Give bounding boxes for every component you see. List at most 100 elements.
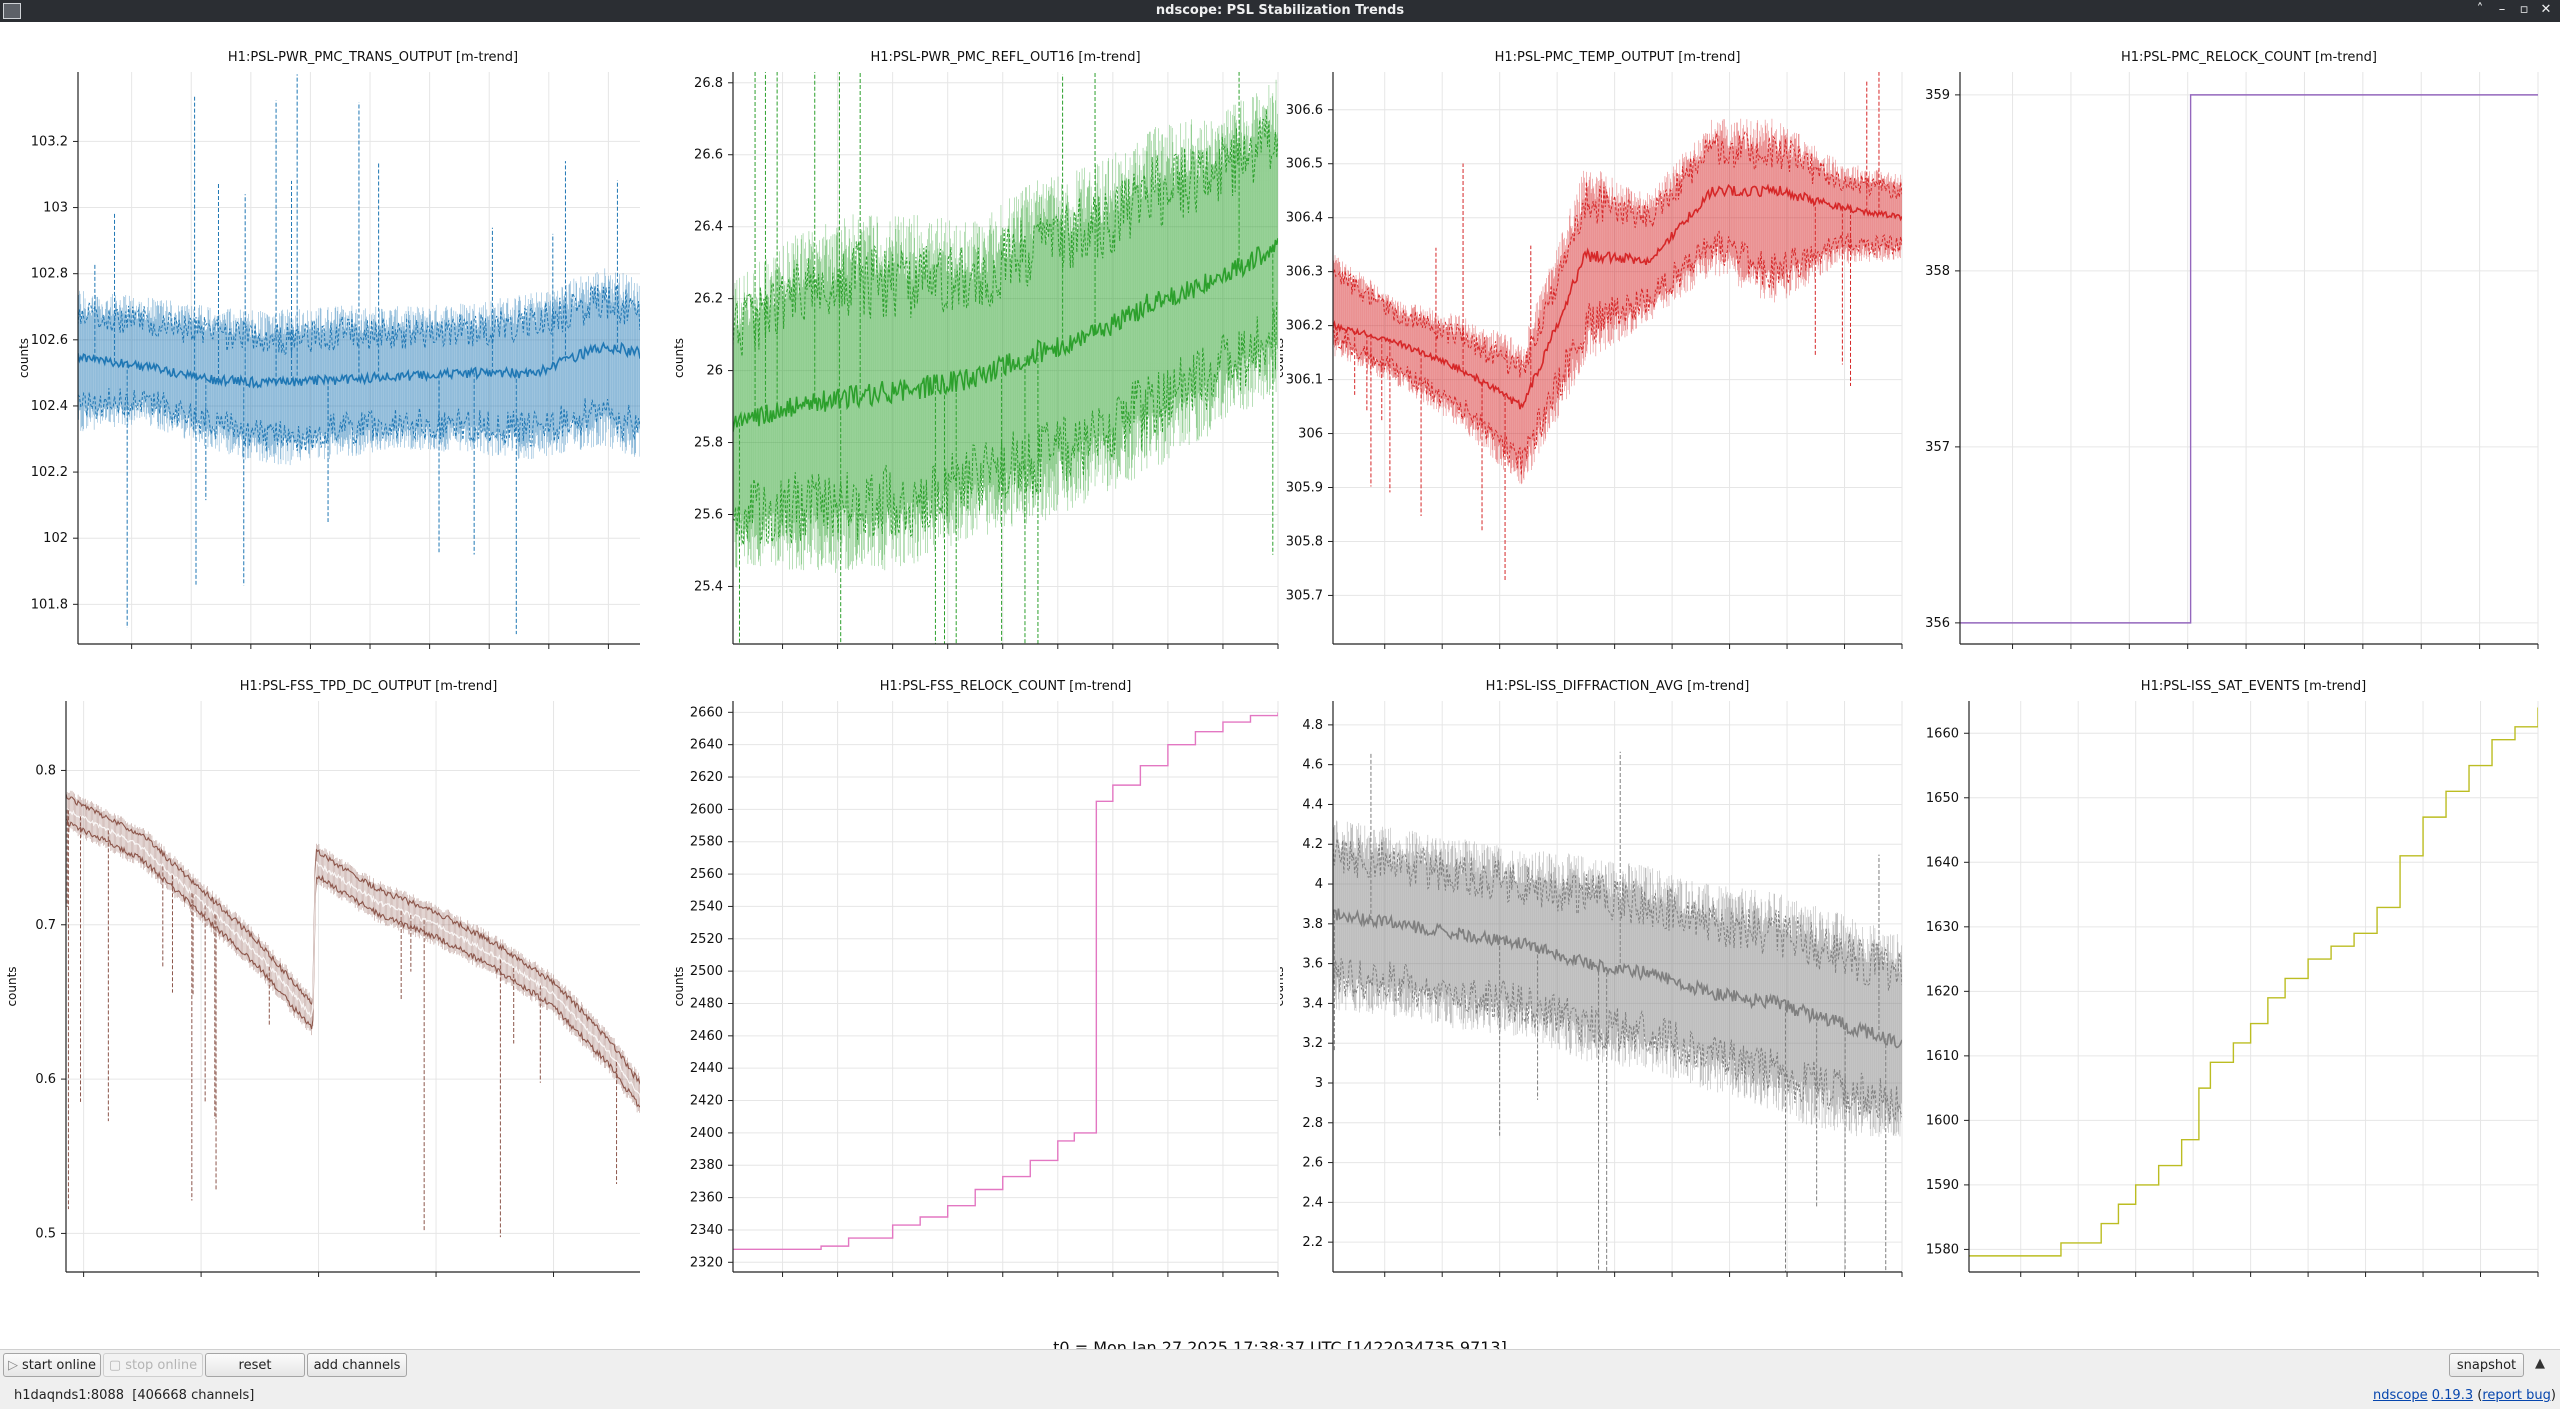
start-online-label: start online [21,1357,97,1373]
play-icon: ▷ [7,1357,18,1373]
plot-fss-tpd-dc-output[interactable]: H1:PSL-FSS_TPD_DC_OUTPUT [m-trend] counts… [0,652,640,1282]
y-tick-label: 0.5 [35,1226,56,1241]
y-tick-label: 306.5 [1286,157,1323,172]
y-tick-label: 2380 [690,1158,723,1173]
plot-title: H1:PSL-PMC_TEMP_OUTPUT [m-trend] [1495,50,1741,65]
y-tick-label: 2400 [690,1126,723,1141]
plot-svg: H1:PSL-FSS_RELOCK_COUNT [m-trend] counts 2… [672,679,1279,1277]
series-max-line [1333,131,1902,378]
y-tick-label: 357 [1925,440,1950,455]
y-tick-label: 2320 [690,1255,723,1270]
y-tick-label: 305.7 [1286,588,1323,603]
add-channels-button[interactable]: add channels [307,1353,407,1377]
y-tick-label: 4.6 [1302,758,1323,773]
plot-pmc-refl-out16[interactable]: H1:PSL-PWR_PMC_REFL_OUT16 [m-trend] count… [640,22,1280,652]
y-tick-label: 2340 [690,1223,723,1238]
series-line [1960,94,2538,624]
series-min-line [733,300,1278,545]
y-axis-label: counts [17,338,31,378]
y-tick-label: 2580 [690,835,723,850]
plot-iss-diffraction-avg[interactable]: H1:PSL-ISS_DIFFRACTION_AVG [m-trend] coun… [1280,652,1920,1282]
y-tick-label: 3.6 [1302,957,1323,972]
series-group [1969,707,2538,1257]
y-tick-label: 3.2 [1302,1036,1323,1051]
y-tick-label: 1630 [1926,920,1959,935]
y-tick-label: 25.8 [694,436,723,451]
plot-svg: H1:PSL-ISS_DIFFRACTION_AVG [m-trend] coun… [1280,679,1903,1277]
y-tick-label: 26.8 [694,76,723,91]
plot-pmc-trans-output[interactable]: H1:PSL-PWR_PMC_TRANS_OUTPUT [m-trend] cou… [0,22,640,652]
series-group [1333,72,1902,581]
plot-fss-relock-count[interactable]: H1:PSL-FSS_RELOCK_COUNT [m-trend] counts 2… [640,652,1280,1282]
plot-title: H1:PSL-ISS_SAT_EVENTS [m-trend] [2141,679,2366,694]
plot-title: H1:PSL-FSS_TPD_DC_OUTPUT [m-trend] [240,679,498,694]
channel-count: [406668 channels] [132,1388,255,1403]
plot-svg: H1:PSL-PMC_TEMP_OUTPUT [m-trend]counts30… [1280,50,1903,649]
series-max-line [66,793,640,1086]
series-spikes [1354,72,1880,581]
y-tick-label: 1640 [1926,855,1959,870]
collapse-arrow-icon[interactable]: ▲ [2535,1356,2545,1371]
series-mean-line [66,808,640,1099]
y-axis-label: counts [1280,338,1286,378]
series-mean-line [733,238,1278,432]
y-tick-label: 102.6 [31,333,68,348]
y-tick-label: 3.4 [1302,996,1323,1011]
y-tick-label: 2480 [690,996,723,1011]
y-axis-label: counts [1280,966,1286,1006]
report-bug-link[interactable]: report bug [2482,1388,2551,1403]
plot-svg: H1:PSL-ISS_SAT_EVENTS [m-trend] counts 166… [1920,679,2539,1277]
y-tick-label: 358 [1925,264,1950,279]
y-tick-label: 103.2 [31,134,68,149]
y-tick-label: 306.3 [1286,265,1323,280]
y-tick-label: 356 [1925,616,1950,631]
y-tick-label: 2360 [690,1191,723,1206]
y-axis-label: counts [5,966,19,1006]
y-tick-label: 102 [43,531,68,546]
start-online-button[interactable]: ▷ start online [3,1353,101,1377]
y-axis-label: counts [1920,966,1922,1006]
y-tick-label: 1590 [1926,1178,1959,1193]
ndscope-link[interactable]: ndscope [2372,1388,2428,1403]
plot-pmc-relock-count[interactable]: H1:PSL-PMC_RELOCK_COUNT [m-trend]counts3… [1920,22,2560,652]
y-tick-label: 102.2 [31,465,68,480]
y-tick-label: 2660 [690,705,723,720]
y-tick-label: 103 [43,201,68,216]
y-tick-label: 1620 [1926,984,1959,999]
version-link[interactable]: 0.19.3 [2431,1388,2474,1403]
y-tick-label: 306.2 [1286,319,1323,334]
y-tick-label: 4.2 [1302,837,1323,852]
snapshot-button[interactable]: snapshot [2449,1353,2524,1377]
stop-icon: ▢ [108,1357,122,1373]
y-tick-label: 25.4 [694,579,723,594]
y-tick-label: 1610 [1926,1049,1959,1064]
series-max-line [78,284,640,356]
y-tick-label: 2540 [690,899,723,914]
maximize-icon[interactable]: ▫ [2519,2,2529,17]
plot-iss-sat-events[interactable]: H1:PSL-ISS_SAT_EVENTS [m-trend] counts 166… [1920,652,2560,1282]
series-spikes [738,72,1274,644]
keep-above-icon[interactable]: ˄ [2476,2,2484,17]
toolbar: ▷ start online ▢ stop online reset add cha… [0,1349,2560,1379]
y-tick-label: 2.8 [1302,1116,1323,1131]
paren-open: ( [2477,1388,2483,1403]
y-tick-label: 2.6 [1302,1156,1323,1171]
reset-button[interactable]: reset [205,1353,305,1377]
y-tick-label: 1660 [1926,726,1959,741]
plot-title: H1:PSL-FSS_RELOCK_COUNT [m-trend] [880,679,1132,694]
y-tick-label: 305.8 [1286,534,1323,549]
y-tick-label: 1650 [1926,791,1959,806]
y-tick-label: 26 [706,364,723,379]
nds-server: h1daqnds1:8088 [14,1388,124,1403]
stop-online-button[interactable]: ▢ stop online [103,1353,203,1377]
plot-area: H1:PSL-PWR_PMC_TRANS_OUTPUT [m-trend] cou… [0,22,2560,1357]
window-title: ndscope: PSL Stabilization Trends [1155,3,1405,18]
close-icon[interactable]: ✕ [2540,2,2552,17]
y-axis-label: counts [672,338,686,378]
plot-pmc-temp-output[interactable]: H1:PSL-PMC_TEMP_OUTPUT [m-trend] counts 30… [1280,22,1920,652]
minimize-icon[interactable]: – [2498,2,2506,17]
series-line [733,712,1278,1251]
y-tick-label: 2560 [690,867,723,882]
y-axis-label: counts [672,966,686,1006]
y-tick-label: 4 [1315,877,1323,892]
